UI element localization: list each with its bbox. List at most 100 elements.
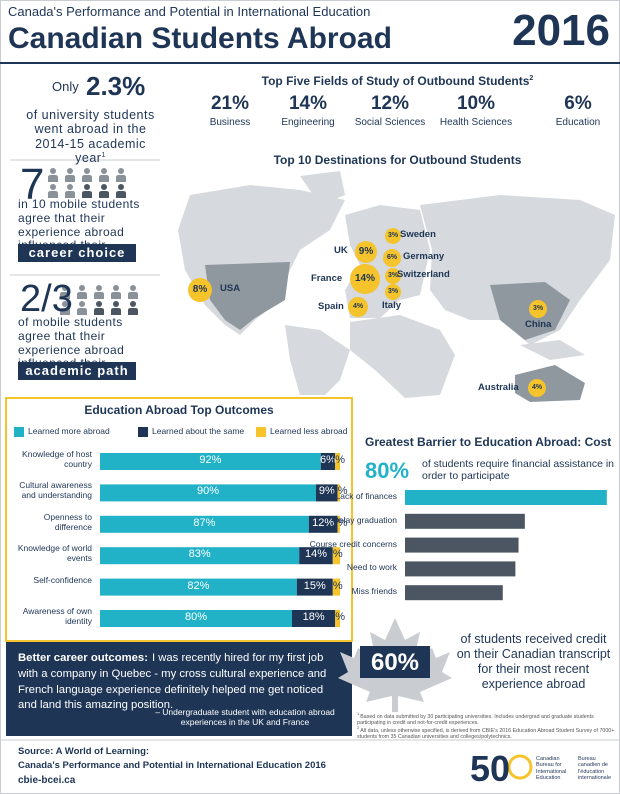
field-pct: 6%	[564, 93, 592, 114]
destination-marker	[529, 300, 547, 318]
stat-prefix: Only	[52, 79, 79, 94]
person-icon	[116, 175, 126, 182]
person-icon	[96, 301, 102, 307]
bar-value: 12%	[312, 516, 335, 529]
stat-text: in 10 mobile students agree that their e…	[18, 197, 140, 253]
quote-lead: Better career outcomes:	[18, 652, 148, 664]
legend-swatch	[256, 427, 266, 437]
legend-label: Learned about the same	[152, 426, 245, 436]
person-icon	[113, 301, 119, 307]
footnote-text: Based on data submitted by 30 participat…	[357, 713, 594, 726]
barrier-label: Miss friends	[351, 586, 397, 597]
barrier-label: Lack of finances	[335, 491, 397, 501]
person-icon	[50, 168, 56, 174]
person-icon	[77, 292, 87, 299]
stacked-bar	[100, 610, 292, 627]
legend-label: Learned less abroad	[270, 426, 348, 436]
barrier-pct: 80%	[365, 458, 410, 483]
person-icon	[94, 292, 104, 299]
field-pct: 10%	[456, 93, 496, 114]
row-label: Self-confidence	[33, 574, 92, 585]
person-icon	[48, 191, 58, 198]
field-label: Social Sciences	[354, 117, 426, 128]
title: Canadian Students Abroad	[8, 22, 392, 55]
barrier-text: of students require financial assistance…	[422, 458, 615, 483]
legend-swatch	[14, 427, 24, 437]
bar-value: 82%	[187, 579, 210, 592]
destination-label: Sweden	[400, 229, 436, 240]
person-icon	[62, 285, 68, 291]
stat-text: of university students went abroad in th…	[26, 108, 155, 166]
destination-label: China	[525, 319, 552, 330]
badge	[18, 362, 136, 380]
badge-text: career choice	[28, 245, 126, 260]
destination-marker	[348, 297, 368, 317]
stacked-bar	[100, 547, 300, 565]
person-icon	[65, 191, 75, 198]
fields-title: Top Five Fields of Study of Outbound Stu…	[261, 74, 534, 88]
person-icon	[116, 191, 126, 198]
person-icon	[101, 184, 107, 190]
bar-value: 92%	[199, 454, 222, 466]
bar-value: 1%	[331, 485, 348, 498]
legend-swatch	[138, 427, 148, 437]
footnote-mark: 1	[357, 711, 360, 716]
barrier-bar	[405, 513, 525, 529]
stat-text: of mobile students agree that their expe…	[18, 315, 125, 371]
bar-value: 3%	[326, 548, 343, 561]
person-icon	[79, 301, 85, 307]
person-icon	[111, 308, 121, 315]
destination-pct: 4%	[531, 384, 543, 391]
bar-value: 9%	[318, 485, 335, 498]
destination-label: Australia	[478, 382, 519, 393]
bar-value: 80%	[184, 611, 208, 623]
bar-value: 1%	[331, 516, 348, 529]
field-label: Education	[555, 117, 601, 128]
barrier-label: Course credit concerns	[309, 538, 397, 549]
destination-pct: 3%	[387, 232, 399, 239]
bar-value: 83%	[188, 548, 211, 561]
field-pct: 12%	[370, 93, 410, 114]
credit-text: of students received credit on their Can…	[456, 632, 611, 691]
logo: 50	[470, 748, 511, 789]
quote: Better career outcomes: I was recently hi…	[18, 651, 343, 714]
destination-label: Switzerland	[397, 269, 450, 280]
destination-pct: 8%	[192, 284, 208, 295]
person-icon	[77, 308, 87, 315]
badge-text: academic path	[25, 363, 129, 378]
destination-marker	[385, 284, 401, 300]
destination-label: UK	[334, 245, 348, 256]
footnote-ref: 2	[529, 75, 534, 82]
destination-pct: 14%	[354, 273, 375, 284]
field-pct: 14%	[288, 93, 328, 114]
destination-marker	[355, 241, 377, 263]
bar-value: 14%	[304, 548, 328, 561]
person-icon	[96, 285, 102, 291]
org-fr: Bureau canadien de l'éducation internati…	[578, 756, 612, 781]
person-icon	[94, 308, 104, 315]
source: Source: A World of Learning:	[18, 746, 150, 757]
footnote-ref: 1	[101, 151, 106, 159]
badge	[18, 244, 136, 262]
person-icon	[82, 191, 92, 198]
destination-label: Spain	[318, 301, 344, 312]
person-icon	[84, 168, 90, 174]
barrier-bar	[405, 561, 516, 577]
person-icon	[99, 191, 109, 198]
person-icon	[99, 175, 109, 182]
person-icon	[67, 184, 73, 190]
report: Canada's Performance and Potential in In…	[18, 760, 326, 771]
person-icon	[67, 168, 73, 174]
footnote: 2All data, unless otherwise specified, i…	[357, 725, 615, 740]
stacked-bar	[335, 453, 340, 470]
footnote: 1Based on data submitted by 30 participa…	[357, 711, 615, 726]
bar-value: 6%	[320, 454, 336, 466]
person-icon	[60, 292, 70, 299]
stacked-bar	[296, 578, 333, 596]
person-icon	[62, 301, 68, 307]
url: cbie-bcei.ca	[18, 775, 76, 786]
destination-label: France	[311, 273, 343, 284]
row-label: Knowledge of host country	[22, 449, 92, 469]
stacked-bar	[308, 515, 338, 533]
